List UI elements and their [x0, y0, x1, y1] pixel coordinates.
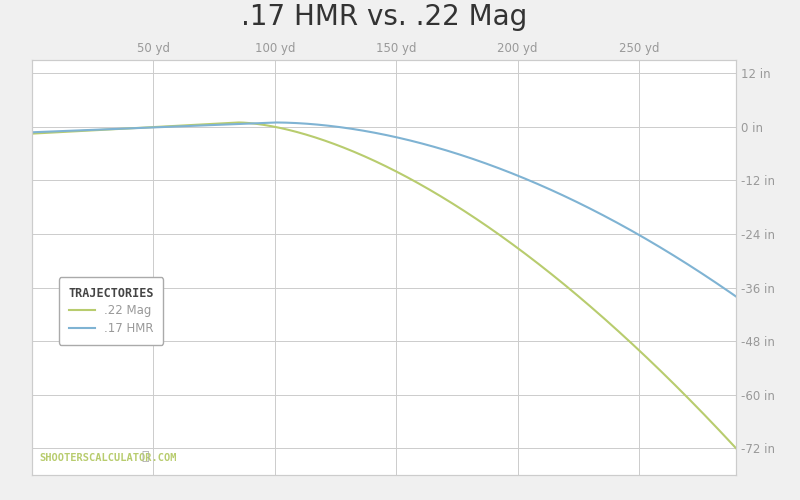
Text: SHOOTERSCALCULATOR.COM: SHOOTERSCALCULATOR.COM [39, 452, 177, 462]
Text: ⌖: ⌖ [141, 450, 149, 462]
Title: .17 HMR vs. .22 Mag: .17 HMR vs. .22 Mag [241, 4, 527, 32]
Legend: .22 Mag, .17 HMR: .22 Mag, .17 HMR [59, 278, 163, 344]
